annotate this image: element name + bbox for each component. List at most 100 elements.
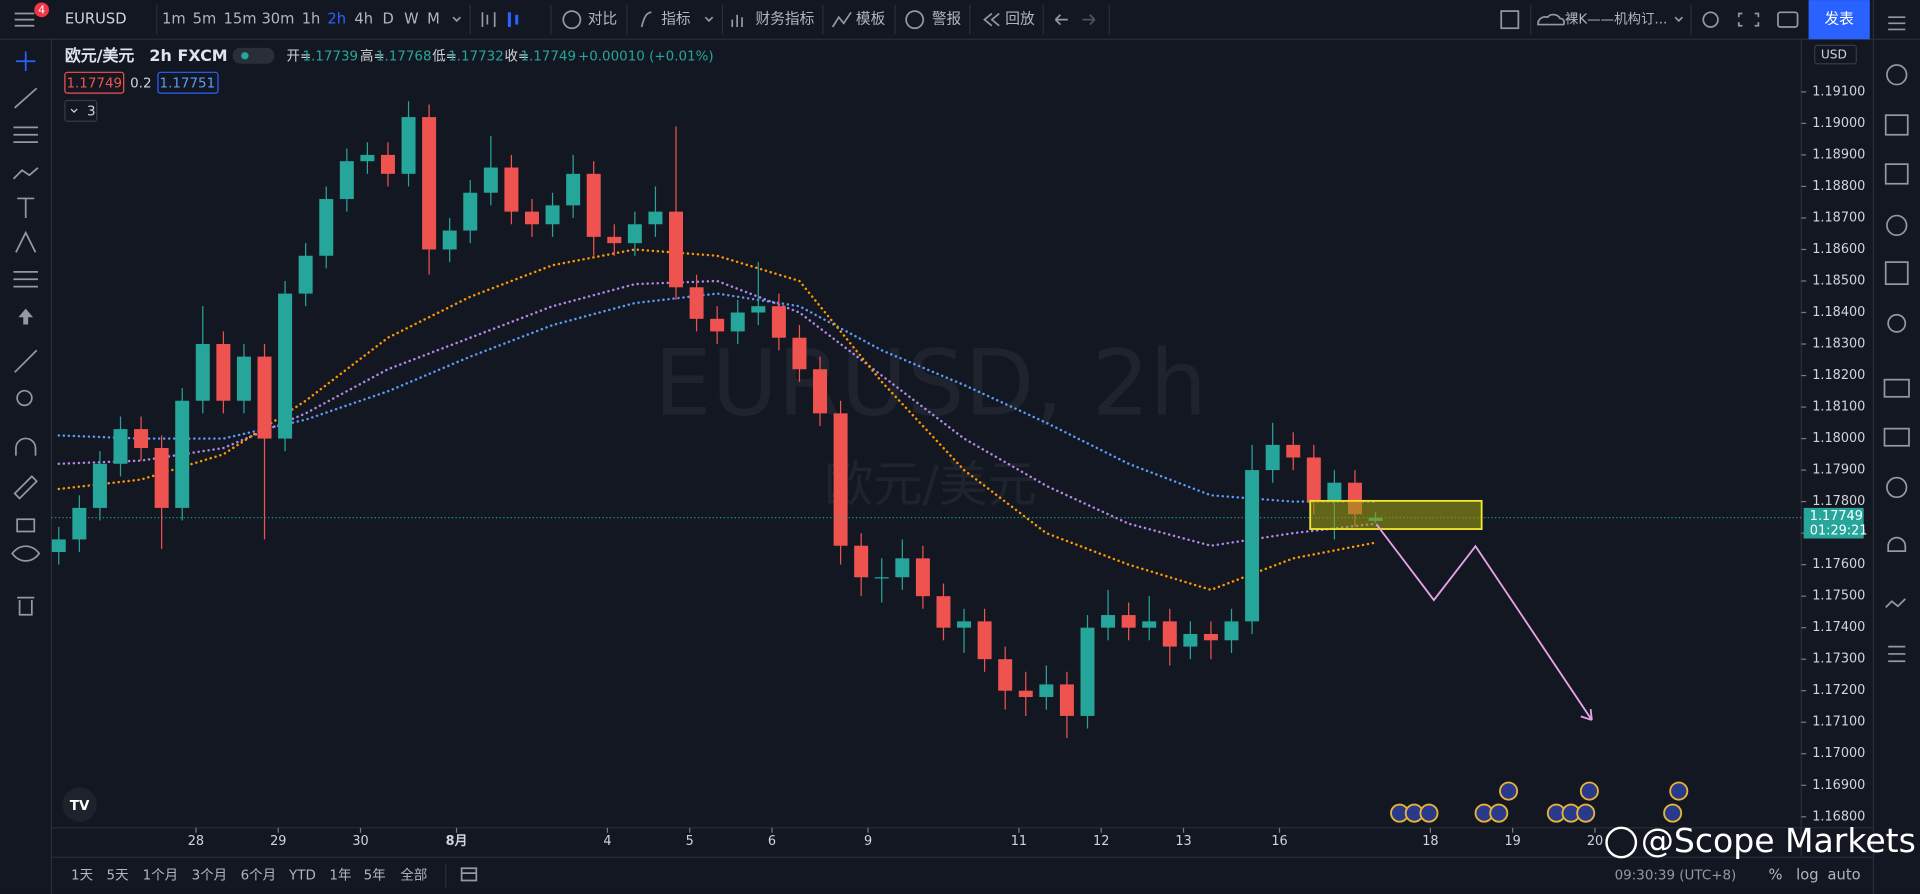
layout-dropdown[interactable] — [1674, 16, 1684, 23]
auto-toggle[interactable]: auto — [1828, 867, 1861, 884]
fullscreen-button[interactable] — [1737, 12, 1760, 27]
publish-button-bg[interactable] — [1808, 0, 1870, 40]
candle-body — [586, 173, 601, 237]
clock: 09:30:39 (UTC+8) — [1615, 869, 1737, 884]
templates-button[interactable]: 模板 — [856, 10, 886, 28]
templates-icon — [831, 11, 852, 28]
drawing-tools[interactable] — [11, 51, 41, 616]
plot-area — [51, 91, 1807, 833]
notification-badge — [34, 2, 49, 18]
ask-price[interactable]: 1.17751 — [160, 76, 216, 91]
chevron — [70, 108, 78, 113]
candle-body — [957, 621, 972, 628]
range-button[interactable]: 5年 — [364, 868, 386, 884]
redo-button[interactable] — [1082, 14, 1096, 26]
undo-button[interactable] — [1054, 14, 1068, 26]
snapshot-button[interactable] — [1777, 11, 1799, 28]
event-marker[interactable] — [1499, 781, 1519, 801]
layout-button[interactable] — [1500, 10, 1520, 30]
timeframe-button[interactable]: 1h — [302, 11, 321, 28]
candle-body — [134, 429, 149, 449]
sidebar-widgets[interactable] — [1883, 16, 1910, 663]
event-marker[interactable] — [1576, 803, 1596, 823]
y-tick-label: 1.17600 — [1812, 557, 1865, 572]
timeframe-button[interactable]: 30m — [261, 11, 294, 28]
publish-button[interactable]: 发表 — [1824, 11, 1854, 28]
date-range-button[interactable] — [460, 867, 478, 882]
event-marker[interactable] — [1669, 781, 1689, 801]
log-toggle[interactable]: log — [1796, 867, 1818, 884]
event-marker[interactable] — [1489, 803, 1509, 823]
timeframe-button[interactable]: W — [404, 11, 419, 28]
candle-body — [524, 211, 539, 225]
legend-source: FXCM — [178, 46, 228, 65]
bid-price[interactable]: 1.17749 — [66, 76, 122, 91]
indicator-count[interactable]: 3 — [87, 104, 96, 119]
timeframe-button[interactable]: 5m — [193, 11, 217, 28]
candle-body — [1183, 633, 1198, 647]
timeframe-button[interactable]: M — [427, 11, 440, 28]
candle-body — [319, 199, 334, 256]
event-marker[interactable] — [1579, 781, 1599, 801]
candle-body — [339, 161, 354, 200]
range-button[interactable]: 1天 — [71, 869, 93, 884]
timeframe-button[interactable]: 2h — [327, 11, 346, 28]
indicator-toggle[interactable] — [64, 99, 98, 122]
range-button[interactable]: 5天 — [107, 869, 129, 884]
currency[interactable]: USD — [1821, 48, 1847, 62]
y-tick-label: 1.17200 — [1812, 683, 1865, 698]
candle-type[interactable] — [507, 12, 519, 28]
legend-high: 1.17768 — [376, 49, 432, 64]
percent-toggle[interactable]: % — [1769, 867, 1783, 884]
range-button[interactable]: 全部 — [400, 867, 427, 884]
buy-box[interactable] — [157, 71, 219, 94]
sell-box[interactable] — [64, 71, 125, 94]
legend-open: 1.17739 — [302, 49, 358, 64]
bar-type[interactable] — [481, 12, 496, 28]
menu-button[interactable] — [14, 12, 35, 27]
range-button[interactable]: 6个月 — [241, 868, 276, 884]
candle-body — [1162, 621, 1177, 647]
replay-button[interactable]: 回放 — [1005, 11, 1035, 28]
range-button[interactable]: 1年 — [329, 868, 351, 884]
cloud-icon — [1537, 13, 1565, 26]
market-status[interactable] — [232, 47, 275, 64]
compare-icon — [562, 10, 582, 30]
timeframe-button[interactable]: 15m — [224, 11, 257, 28]
range-button[interactable]: 1个月 — [143, 868, 178, 884]
candle-body — [154, 448, 169, 508]
candle-body — [298, 255, 313, 294]
currency-box[interactable] — [1814, 44, 1857, 65]
settings-button[interactable] — [1702, 11, 1719, 28]
candle-body — [1224, 621, 1239, 641]
alerts-button[interactable]: 警报 — [932, 11, 962, 28]
indicators-dropdown[interactable] — [704, 16, 714, 23]
timeframe-button[interactable]: 4h — [354, 11, 373, 28]
timeframes: 1m 5m 15m 30m 1h 2h 4h D W M — [162, 11, 440, 28]
range-button[interactable]: YTD — [288, 869, 316, 884]
tv-logo-bg[interactable] — [62, 787, 97, 822]
timeframe-button[interactable]: D — [383, 11, 394, 28]
candle-body — [854, 545, 869, 578]
candle-body — [72, 507, 87, 540]
candle-body — [771, 306, 786, 338]
event-marker[interactable] — [1419, 803, 1439, 823]
indicators-button[interactable]: 指标 — [661, 11, 691, 28]
timeframe-dropdown[interactable] — [452, 16, 462, 23]
financials-button[interactable]: 财务指标 — [756, 11, 815, 28]
timeframe-button[interactable]: 1m — [162, 11, 186, 28]
layout-name[interactable]: 裸K——机构订... — [1565, 12, 1667, 28]
zone-rectangle[interactable] — [1309, 499, 1483, 530]
legend-interval: 2h — [149, 46, 171, 65]
compare-button[interactable]: 对比 — [588, 11, 617, 28]
candle-body — [1018, 690, 1033, 698]
y-tick-label: 1.18200 — [1812, 368, 1865, 383]
x-tick-label: 8月 — [446, 834, 468, 849]
candle-body — [977, 621, 992, 660]
projection-arrow[interactable] — [1375, 523, 1593, 721]
event-marker[interactable] — [1663, 803, 1683, 823]
symbol-search[interactable]: EURUSD — [65, 11, 127, 28]
range-button[interactable]: 3个月 — [192, 868, 227, 884]
